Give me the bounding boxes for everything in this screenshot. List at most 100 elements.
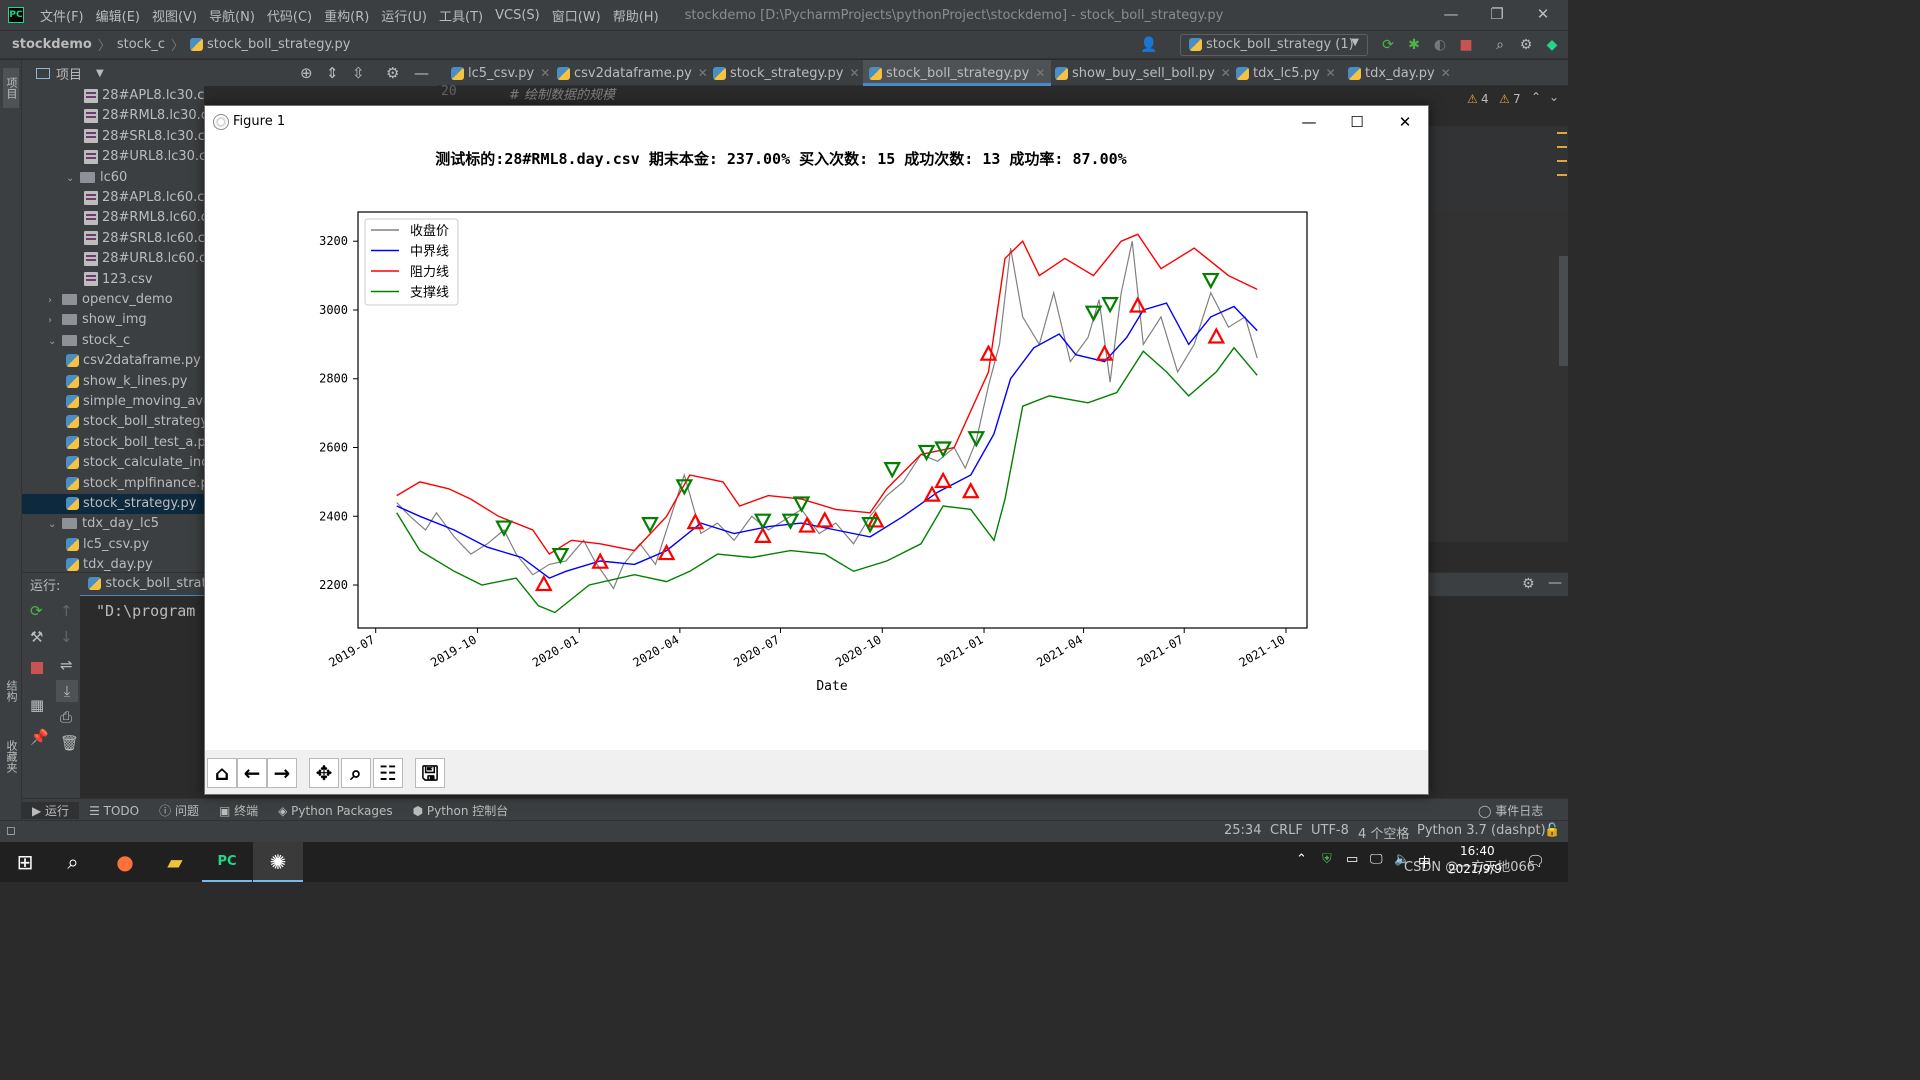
pan-move-icon[interactable]: ✥ [309, 758, 339, 788]
tab-stock-boll-strategy[interactable]: stock_boll_strategy.py ✕ [863, 60, 1052, 86]
tab-tdx-lc5[interactable]: tdx_lc5.py ✕ [1230, 60, 1342, 86]
chevron-right-icon[interactable]: › [48, 315, 52, 327]
tree-item[interactable]: ⌄ lc60 [22, 168, 204, 188]
chevron-down-icon[interactable]: ⌄ [1549, 90, 1560, 104]
forward-arrow-icon[interactable]: → [267, 758, 297, 788]
clock-date[interactable]: 2021/9/9 [1448, 862, 1502, 876]
settings-gear-icon[interactable]: ⚙ [386, 64, 400, 82]
matplotlib-figure-taskbar-icon[interactable]: ✺ [253, 842, 303, 882]
close-tab-icon[interactable]: ✕ [1220, 66, 1231, 80]
firefox-icon[interactable]: ● [116, 850, 134, 874]
run-config-select[interactable]: stock_boll_strategy (1) ▼ [1180, 34, 1368, 56]
problems-tool-button[interactable]: ⓘ 问题 [149, 802, 209, 819]
tab-show-buy-sell-boll[interactable]: show_buy_sell_boll.py ✕ [1049, 60, 1237, 86]
tree-item[interactable]: 28#RML8.lc30.csv [22, 106, 204, 126]
run-config-tab[interactable]: stock_boll_strategy [80, 573, 239, 597]
tree-item[interactable]: lc5_csv.py [22, 535, 204, 555]
chevron-right-icon[interactable]: › [48, 295, 52, 306]
notification-icon[interactable]: 🗨 [1526, 852, 1546, 870]
terminal-tool-button[interactable]: ▣ 终端 [209, 802, 268, 819]
menu-window[interactable]: 窗口(W) [551, 9, 601, 25]
windows-start-icon[interactable]: ⊞ [16, 850, 34, 874]
breadcrumb-folder[interactable]: stock_c [116, 37, 166, 52]
expand-all-icon[interactable]: ⇕ [326, 64, 339, 82]
tree-item[interactable]: ⌄ tdx_day_lc5 [22, 514, 204, 534]
caret-position[interactable]: 25:34 [1224, 823, 1262, 838]
hide-panel-icon[interactable]: — [1548, 575, 1562, 591]
search-icon[interactable]: ⌕ [1496, 37, 1504, 53]
menu-vcs[interactable]: VCS(S) [495, 7, 540, 23]
chevron-down-icon[interactable]: ⌄ [48, 519, 57, 531]
tree-item[interactable]: show_k_lines.py [22, 372, 204, 392]
event-log-button[interactable]: ◯ 事件日志 [1468, 802, 1553, 819]
soft-wrap-icon[interactable]: ⇌ [60, 656, 73, 674]
weak-warning-icon[interactable]: ⚠ [1499, 92, 1510, 106]
back-arrow-icon[interactable]: ← [237, 758, 267, 788]
locate-icon[interactable]: ⊕ [300, 64, 313, 82]
wrench-icon[interactable]: ⚒ [30, 628, 44, 646]
tree-item[interactable]: stock_strategy.py [22, 494, 204, 514]
print-icon[interactable]: ⎙ [60, 708, 73, 726]
rerun-icon[interactable]: ⟳ [30, 602, 43, 620]
favorites-tool-tab[interactable]: 收藏夹 [5, 740, 18, 773]
tree-item[interactable]: 28#RML8.lc60.csv [22, 208, 204, 228]
arrow-down-icon[interactable]: ↓ [60, 628, 73, 646]
menu-help[interactable]: 帮助(H) [612, 9, 659, 25]
clock-time[interactable]: 16:40 [1460, 844, 1495, 858]
menu-code[interactable]: 代码(C) [266, 9, 313, 25]
python-packages-tool-button[interactable]: ◈ Python Packages [268, 804, 402, 818]
run-tool-button[interactable]: ▶ 运行 [22, 802, 80, 819]
tree-item[interactable]: 28#APL8.lc30.csv [22, 86, 204, 106]
stop-icon[interactable]: ■ [1459, 37, 1473, 53]
settings-gear-icon[interactable]: ⚙ [1522, 576, 1535, 592]
pycharm-taskbar-icon[interactable]: PC [202, 842, 252, 882]
close-icon[interactable]: ✕ [1398, 113, 1412, 131]
chevron-down-icon[interactable]: ▼ [96, 67, 104, 79]
tree-item[interactable]: tdx_day.py [22, 555, 204, 572]
shield-icon[interactable]: ⛨ [1322, 852, 1332, 867]
menu-tools[interactable]: 工具(T) [439, 9, 484, 25]
menu-refactor[interactable]: 重构(R) [324, 9, 370, 25]
breadcrumb-project[interactable]: stockdemo [12, 37, 92, 52]
tree-item[interactable]: 28#APL8.lc60.csv [22, 188, 204, 208]
breadcrumb-file[interactable]: stock_boll_strategy.py [186, 37, 354, 52]
save-floppy-icon[interactable]: 🖫 [415, 758, 445, 788]
stop-icon[interactable] [31, 662, 43, 674]
close-tab-icon[interactable]: ✕ [540, 66, 551, 80]
debug-icon[interactable]: ✱ [1408, 37, 1420, 53]
zoom-magnifier-icon[interactable]: ⌕ [341, 758, 371, 788]
editor-scrollbar[interactable] [1559, 256, 1568, 366]
close-icon[interactable]: ✕ [1536, 5, 1550, 23]
close-tab-icon[interactable]: ✕ [1325, 66, 1336, 80]
close-tab-icon[interactable]: ✕ [1440, 66, 1451, 80]
chart-canvas[interactable]: 测试标的:28#RML8.day.csv 期末本金: 237.00% 买入次数:… [205, 138, 1428, 750]
tab-lc5-csv[interactable]: lc5_csv.py ✕ [445, 60, 556, 86]
structure-tool-tab[interactable]: 结构 [5, 680, 18, 702]
configure-subplots-icon[interactable]: ☷ [373, 758, 403, 788]
tree-item[interactable]: stock_calculate_income.py [22, 453, 204, 473]
warning-icon[interactable]: ⚠ [1467, 92, 1478, 106]
trash-icon[interactable]: 🗑 [60, 734, 80, 752]
chevron-up-icon[interactable]: ⌃ [1531, 90, 1542, 104]
tab-stock-strategy[interactable]: stock_strategy.py ✕ [707, 60, 866, 86]
project-tool-tab[interactable]: 项目 [3, 68, 19, 108]
tree-item[interactable]: › opencv_demo [22, 290, 204, 310]
python-console-tool-button[interactable]: ⬢ Python 控制台 [403, 802, 519, 819]
menu-navigate[interactable]: 导航(N) [209, 9, 255, 25]
tree-item[interactable]: stock_mplfinance.py [22, 474, 204, 494]
tree-item[interactable]: stock_boll_strategy.py [22, 412, 204, 432]
search-icon[interactable]: ⌕ [67, 850, 79, 874]
tab-csv2dataframe[interactable]: csv2dataframe.py ✕ [551, 60, 714, 86]
ime-icon[interactable]: 中 [1418, 856, 1432, 871]
indent-setting[interactable]: 4 个空格 [1358, 827, 1410, 842]
tree-item[interactable]: csv2dataframe.py [22, 351, 204, 371]
tool-windows-icon[interactable]: ◻ [6, 823, 16, 837]
tree-item[interactable]: 28#URL8.lc60.csv [22, 249, 204, 269]
close-tab-icon[interactable]: ✕ [697, 66, 708, 80]
file-explorer-icon[interactable]: ▰ [167, 850, 183, 874]
battery-icon[interactable]: ▭ [1346, 852, 1359, 867]
menu-edit[interactable]: 编辑(E) [95, 9, 140, 25]
coverage-icon[interactable]: ◐ [1433, 37, 1447, 53]
run-console-output[interactable]: "D:\program [80, 596, 210, 820]
figure-title-bar[interactable]: Figure 1 — ☐ ✕ [205, 106, 1428, 138]
